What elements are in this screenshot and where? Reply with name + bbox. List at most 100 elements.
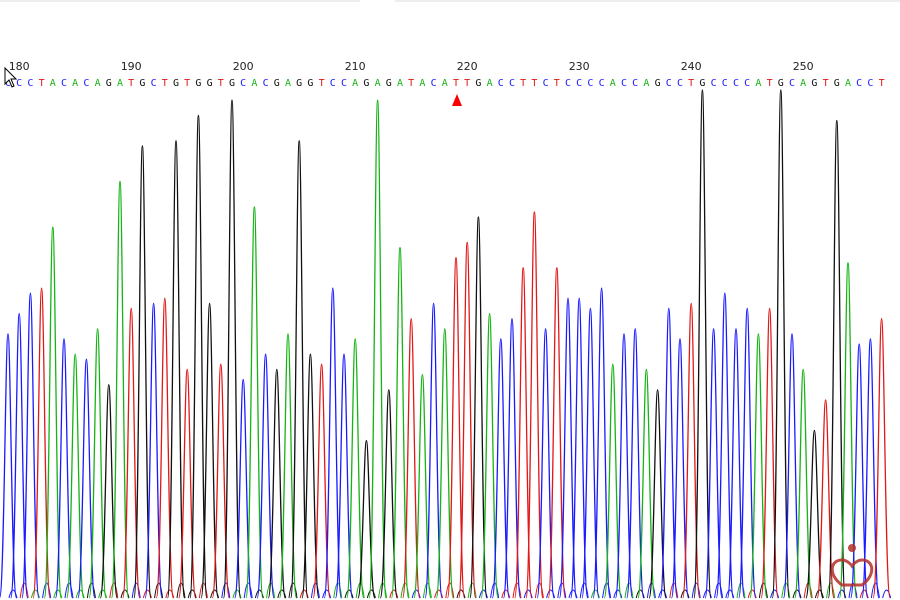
base-call: C: [632, 78, 638, 89]
baseline-noise: [635, 589, 645, 599]
cursor-marker: [452, 94, 462, 106]
position-label: 240: [681, 60, 702, 73]
logo-head: [848, 544, 856, 552]
base-call: C: [733, 78, 739, 89]
baseline-noise: [445, 582, 455, 599]
baseline-noise: [613, 589, 623, 599]
base-call: C: [431, 78, 437, 89]
base-call: C: [565, 78, 571, 89]
base-call: C: [856, 78, 862, 89]
baseline-noise: [277, 589, 287, 599]
peak: [704, 328, 723, 599]
base-call: G: [655, 78, 661, 89]
base-call: G: [296, 78, 302, 89]
baseline-noise: [714, 582, 724, 599]
peak: [144, 302, 163, 599]
base-call: G: [778, 78, 784, 89]
base-call: C: [789, 78, 795, 89]
baseline-noise: [512, 582, 522, 599]
peak: [469, 216, 488, 599]
base-call: T: [453, 78, 459, 89]
peak: [133, 145, 152, 599]
peak: [525, 211, 544, 599]
baseline-noise: [882, 589, 892, 599]
peak: [390, 246, 410, 599]
baseline-noise: [680, 589, 690, 599]
peaks: [0, 89, 892, 599]
position-label: 200: [233, 60, 254, 73]
base-call: T: [218, 78, 224, 89]
peak: [637, 368, 656, 599]
baseline-noise: [254, 589, 264, 599]
base-call: C: [711, 78, 717, 89]
baseline-noise: [501, 589, 511, 599]
base-call: T: [128, 78, 134, 89]
peak: [838, 262, 858, 599]
peak: [110, 180, 130, 599]
peak: [771, 89, 790, 599]
peak: [659, 307, 678, 599]
peak: [166, 140, 186, 599]
base-call: G: [386, 78, 392, 89]
baseline-noise: [210, 589, 220, 599]
base-call: C: [509, 78, 515, 89]
base-call: T: [184, 78, 190, 89]
peak: [648, 389, 667, 599]
peak: [323, 287, 342, 599]
base-call: G: [274, 78, 280, 89]
base-call: T: [531, 78, 537, 89]
base-call: T: [408, 78, 414, 89]
baseline-noise: [221, 582, 231, 599]
peak: [861, 338, 880, 599]
base-call: G: [207, 78, 213, 89]
base-call: A: [643, 78, 649, 89]
base-call: A: [95, 78, 101, 89]
baseline-noise: [232, 589, 242, 599]
base-call: T: [39, 78, 45, 89]
peak: [458, 241, 477, 599]
baseline-noise: [411, 589, 421, 599]
peak: [267, 368, 286, 599]
position-label: 210: [345, 60, 366, 73]
base-call: G: [699, 78, 705, 89]
baseline-noise: [770, 589, 780, 599]
base-call: C: [722, 78, 728, 89]
base-call: C: [151, 78, 157, 89]
watermark-logo: [830, 544, 874, 587]
peak: [872, 317, 891, 599]
baseline-noise: [826, 582, 836, 599]
base-call: A: [352, 78, 358, 89]
peak: [592, 287, 611, 599]
baseline-noise: [19, 582, 29, 599]
base-call: C: [83, 78, 89, 89]
baseline-noise: [198, 582, 208, 599]
base-call: A: [375, 78, 381, 89]
peak: [603, 363, 622, 599]
base-call: G: [363, 78, 369, 89]
position-label: 230: [569, 60, 590, 73]
baseline-noise: [344, 589, 354, 599]
position-label: 250: [793, 60, 814, 73]
baseline-noise: [814, 589, 824, 599]
baseline-noise: [53, 589, 63, 599]
base-call: C: [543, 78, 549, 89]
base-call: C: [263, 78, 269, 89]
baseline-noise: [590, 589, 600, 599]
baseline-noise: [366, 589, 376, 599]
base-call: C: [621, 78, 627, 89]
peak: [693, 89, 712, 599]
peak: [334, 353, 354, 599]
base-call: C: [5, 78, 11, 89]
peak: [514, 267, 533, 599]
peak: [435, 328, 454, 599]
peak: [256, 353, 275, 599]
peak: [749, 333, 768, 599]
position-label: 220: [457, 60, 478, 73]
base-call: C: [576, 78, 582, 89]
base-call: T: [554, 78, 560, 89]
baseline-noise: [478, 589, 488, 599]
baseline-noise: [322, 589, 332, 599]
